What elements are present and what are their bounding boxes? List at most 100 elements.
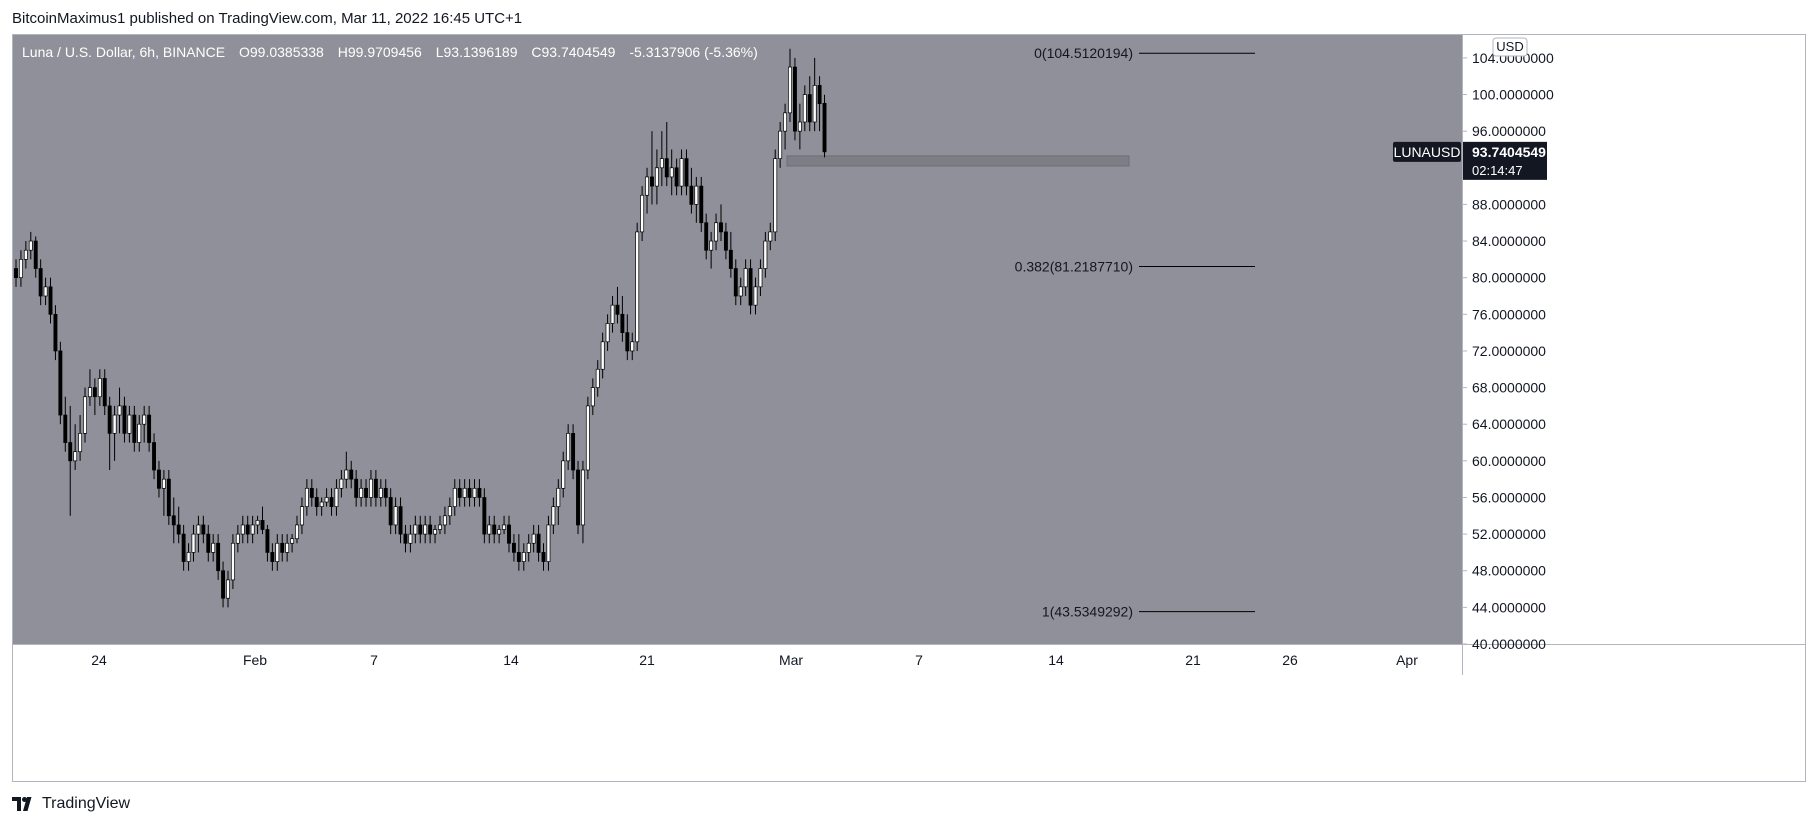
candle-body[interactable] (206, 533, 211, 553)
candle-body[interactable] (797, 121, 802, 132)
candle-body[interactable] (275, 542, 280, 562)
candle-body[interactable] (531, 533, 536, 544)
candle-body[interactable] (137, 423, 142, 443)
candle-body[interactable] (571, 433, 576, 471)
candle-body[interactable] (58, 350, 63, 416)
candle-body[interactable] (117, 405, 122, 416)
candle-body[interactable] (122, 405, 127, 434)
candle-body[interactable] (265, 529, 270, 553)
candle-body[interactable] (546, 524, 551, 562)
candle-body[interactable] (43, 286, 48, 297)
candle-body[interactable] (83, 396, 87, 434)
candle-body[interactable] (497, 529, 502, 535)
plot-area[interactable] (13, 35, 1462, 644)
footer-branding[interactable]: TradingView (12, 792, 130, 816)
candle-body[interactable] (147, 414, 152, 443)
candle-body[interactable] (216, 542, 221, 572)
candle-body[interactable] (393, 506, 398, 526)
candle-body[interactable] (18, 259, 23, 279)
candle-body[interactable] (28, 240, 33, 251)
candle-body[interactable] (403, 533, 408, 544)
candle-body[interactable] (635, 231, 640, 343)
candle-body[interactable] (788, 66, 792, 114)
candle-body[interactable] (97, 378, 102, 398)
candle-body[interactable] (477, 487, 482, 498)
candle-body[interactable] (102, 378, 107, 407)
candle-body[interactable] (142, 414, 147, 425)
candle-body[interactable] (630, 341, 635, 352)
candle-body[interactable] (615, 304, 620, 315)
candle-body[interactable] (723, 231, 728, 251)
candle-body[interactable] (462, 487, 467, 498)
candle-body[interactable] (14, 268, 18, 279)
candle-body[interactable] (176, 524, 181, 535)
candle-body[interactable] (802, 94, 807, 123)
candle-body[interactable] (344, 469, 349, 480)
candle-body[interactable] (556, 487, 561, 507)
candle-body[interactable] (186, 552, 191, 562)
candle-body[interactable] (359, 487, 364, 498)
candle-body[interactable] (270, 552, 275, 562)
candle-body[interactable] (245, 524, 250, 535)
candle-body[interactable] (309, 487, 314, 498)
candle-body[interactable] (447, 506, 452, 517)
candle-body[interactable] (457, 487, 462, 498)
candle-body[interactable] (650, 176, 654, 187)
candle-body[interactable] (792, 66, 797, 132)
candle-body[interactable] (388, 497, 393, 526)
candle-body[interactable] (290, 538, 295, 544)
candle-body[interactable] (566, 433, 571, 462)
candle-body[interactable] (354, 478, 359, 498)
candle-body[interactable] (487, 524, 492, 535)
candle-body[interactable] (334, 487, 339, 507)
candle-body[interactable] (324, 497, 329, 503)
candle-body[interactable] (161, 478, 166, 489)
candle-body[interactable] (610, 304, 615, 324)
candle-body[interactable] (23, 249, 28, 260)
candle-body[interactable] (201, 524, 206, 535)
candle-body[interactable] (408, 533, 413, 544)
candle-body[interactable] (329, 497, 334, 507)
candle-body[interactable] (250, 524, 255, 535)
candle-body[interactable] (319, 501, 324, 507)
candle-body[interactable] (107, 405, 112, 434)
candle-body[interactable] (694, 185, 699, 205)
candle-body[interactable] (452, 487, 457, 507)
candle-body[interactable] (773, 158, 778, 233)
candle-body[interactable] (743, 268, 748, 288)
candle-body[interactable] (492, 524, 497, 535)
candle-body[interactable] (299, 506, 304, 526)
candle-body[interactable] (418, 524, 423, 535)
candle-body[interactable] (68, 442, 73, 462)
candle-body[interactable] (127, 414, 132, 434)
candle-body[interactable] (521, 552, 526, 562)
candle-body[interactable] (507, 524, 511, 544)
candle-body[interactable] (364, 487, 368, 498)
candle-body[interactable] (226, 579, 230, 599)
candle-body[interactable] (526, 542, 531, 553)
candle-body[interactable] (684, 158, 689, 187)
candle-body[interactable] (48, 286, 53, 315)
candle-body[interactable] (428, 524, 433, 535)
candle-body[interactable] (807, 94, 812, 123)
candle-body[interactable] (783, 112, 788, 132)
candle-body[interactable] (38, 268, 43, 297)
candle-body[interactable] (580, 469, 585, 526)
candle-body[interactable] (92, 387, 97, 398)
candle-body[interactable] (576, 469, 580, 526)
candle-body[interactable] (817, 85, 822, 105)
candle-body[interactable] (482, 497, 487, 535)
candle-body[interactable] (758, 268, 763, 288)
candle-body[interactable] (645, 176, 649, 196)
candle-body[interactable] (551, 506, 556, 526)
price-scale[interactable] (1462, 35, 1805, 644)
candle-body[interactable] (536, 533, 541, 553)
candle-body[interactable] (132, 414, 137, 443)
candle-body[interactable] (595, 368, 600, 388)
candle-body[interactable] (659, 158, 664, 169)
candle-body[interactable] (778, 130, 783, 159)
candle-body[interactable] (654, 167, 659, 187)
candle-body[interactable] (73, 451, 78, 462)
candle-body[interactable] (689, 185, 694, 205)
candle-body[interactable] (196, 524, 201, 535)
